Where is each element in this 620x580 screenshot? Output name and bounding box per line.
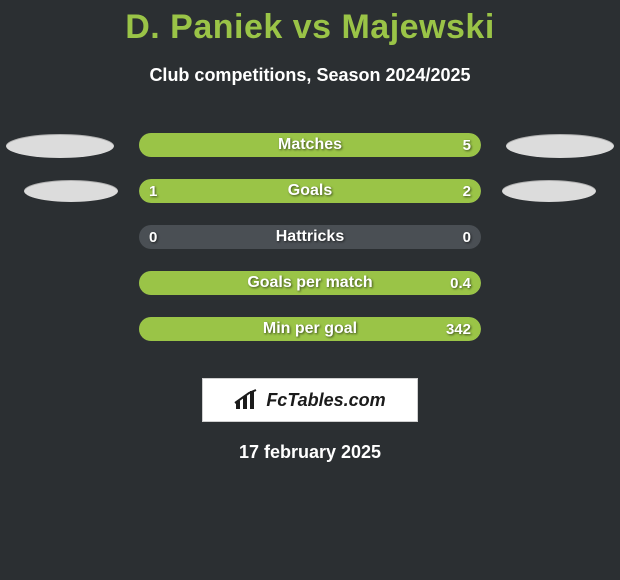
stat-row: Goals per match 0.4 [0,260,620,306]
stat-bar: Hattricks 0 0 [139,225,481,249]
stat-value-right: 0 [463,225,471,249]
player-left-avatar-placeholder [6,134,114,158]
page-subtitle: Club competitions, Season 2024/2025 [0,65,620,86]
date-line: 17 february 2025 [0,442,620,463]
stat-row: Goals 1 2 [0,168,620,214]
player-right-avatar-placeholder [502,180,596,202]
logo-inner: FcTables.com [234,389,385,411]
stat-label: Hattricks [139,225,481,249]
page-title: D. Paniek vs Majewski [0,0,620,47]
stat-value-left: 0 [149,225,157,249]
stat-value-right: 0.4 [450,271,471,295]
stat-value-right: 342 [446,317,471,341]
stat-label: Min per goal [139,317,481,341]
stat-row: Min per goal 342 [0,306,620,352]
stat-row: Matches 5 [0,122,620,168]
bar-chart-icon [234,389,260,411]
source-logo[interactable]: FcTables.com [202,378,418,422]
stat-value-right: 2 [463,179,471,203]
comparison-chart: Matches 5 Goals 1 2 Hattricks 0 0 [0,122,620,352]
comparison-widget: D. Paniek vs Majewski Club competitions,… [0,0,620,580]
stat-value-left: 1 [149,179,157,203]
player-right-avatar-placeholder [506,134,614,158]
stat-label: Matches [139,133,481,157]
stat-row: Hattricks 0 0 [0,214,620,260]
stat-bar: Min per goal 342 [139,317,481,341]
logo-text: FcTables.com [266,390,385,411]
stat-label: Goals per match [139,271,481,295]
player-left-avatar-placeholder [24,180,118,202]
stat-bar: Goals per match 0.4 [139,271,481,295]
stat-value-right: 5 [463,133,471,157]
stat-label: Goals [139,179,481,203]
stat-bar: Matches 5 [139,133,481,157]
stat-bar: Goals 1 2 [139,179,481,203]
